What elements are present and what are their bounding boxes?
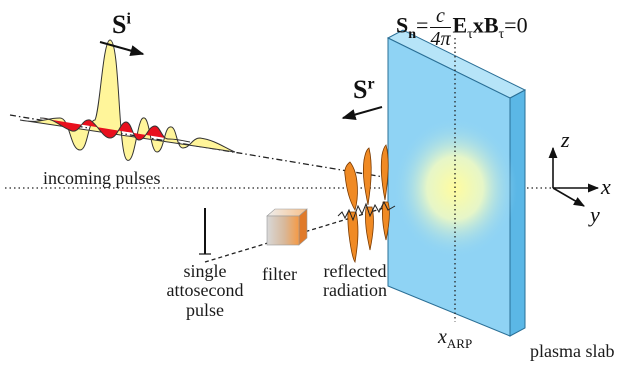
reflected-arrow: [341, 106, 383, 120]
reflected-spike-3b: [381, 201, 390, 241]
reflected-vector-sup: r: [367, 75, 375, 93]
incident-vector-sup: i: [126, 10, 131, 28]
reflected-spike-1: [344, 161, 358, 211]
reflected-radiation-label: reflected radiation: [310, 261, 400, 301]
eq-b-sub: τ: [498, 26, 505, 42]
reflected-spike-1b: [347, 211, 359, 263]
eq-e-symbol: E: [452, 12, 468, 38]
arp-symbol: x: [438, 326, 447, 348]
eq-e-sub: τ: [467, 26, 473, 42]
reflected-vector-label: Sr: [353, 75, 375, 105]
eq-b-symbol: B: [483, 12, 499, 38]
reflected-noise: [337, 200, 396, 222]
incoming-pulses-label: incoming pulses: [43, 168, 161, 188]
attosecond-pulse-label: single attosecond pulse: [155, 261, 255, 320]
axis-x-label: x: [601, 174, 611, 199]
filter-label: filter: [262, 264, 297, 284]
arp-position-label: xARP: [438, 326, 472, 352]
attosecond-label-line3: pulse: [186, 299, 224, 320]
filter-front: [266, 215, 300, 246]
reflected-label-line1: reflected: [323, 261, 387, 281]
filter-cube: [266, 208, 308, 246]
eq-s-sub: n: [408, 26, 417, 42]
arp-sub: ARP: [446, 336, 473, 351]
reflected-vector-symbol: S: [353, 75, 368, 104]
plasma-slab: [386, 29, 527, 337]
incoming-pulse-red: [39, 117, 191, 143]
eq-equals: =: [416, 12, 429, 38]
eq-rhs: =0: [504, 12, 528, 38]
reflected-radiation: [337, 144, 396, 263]
coordinate-axes: [548, 146, 600, 207]
axis-y-label: y: [590, 202, 600, 227]
axis-y-arrow: [552, 187, 585, 207]
incident-vector-label: Si: [112, 10, 131, 40]
eq-numerator: c: [430, 6, 451, 28]
incoming-pulse-yellow: [19, 39, 236, 161]
axis-z-label: z: [561, 127, 570, 152]
incident-vector-symbol: S: [112, 10, 127, 39]
boundary-equation: Sn= c 4π EτxBτ=0: [396, 6, 528, 49]
plasma-slab-label: plasma slab: [530, 341, 615, 361]
reflected-label-line2: radiation: [323, 280, 387, 301]
eq-denominator: 4π: [430, 28, 451, 50]
reflected-spike-3: [380, 144, 389, 201]
attosecond-label-line1: single: [183, 261, 227, 281]
eq-cross: x: [472, 12, 484, 38]
eq-s-symbol: S: [396, 12, 409, 38]
eq-fraction: c 4π: [430, 6, 451, 50]
incident-arrow: [99, 41, 145, 57]
attosecond-label-line2: attosecond: [166, 280, 244, 301]
reflected-spike-2b: [365, 206, 374, 251]
reflected-spike-2: [362, 147, 372, 206]
